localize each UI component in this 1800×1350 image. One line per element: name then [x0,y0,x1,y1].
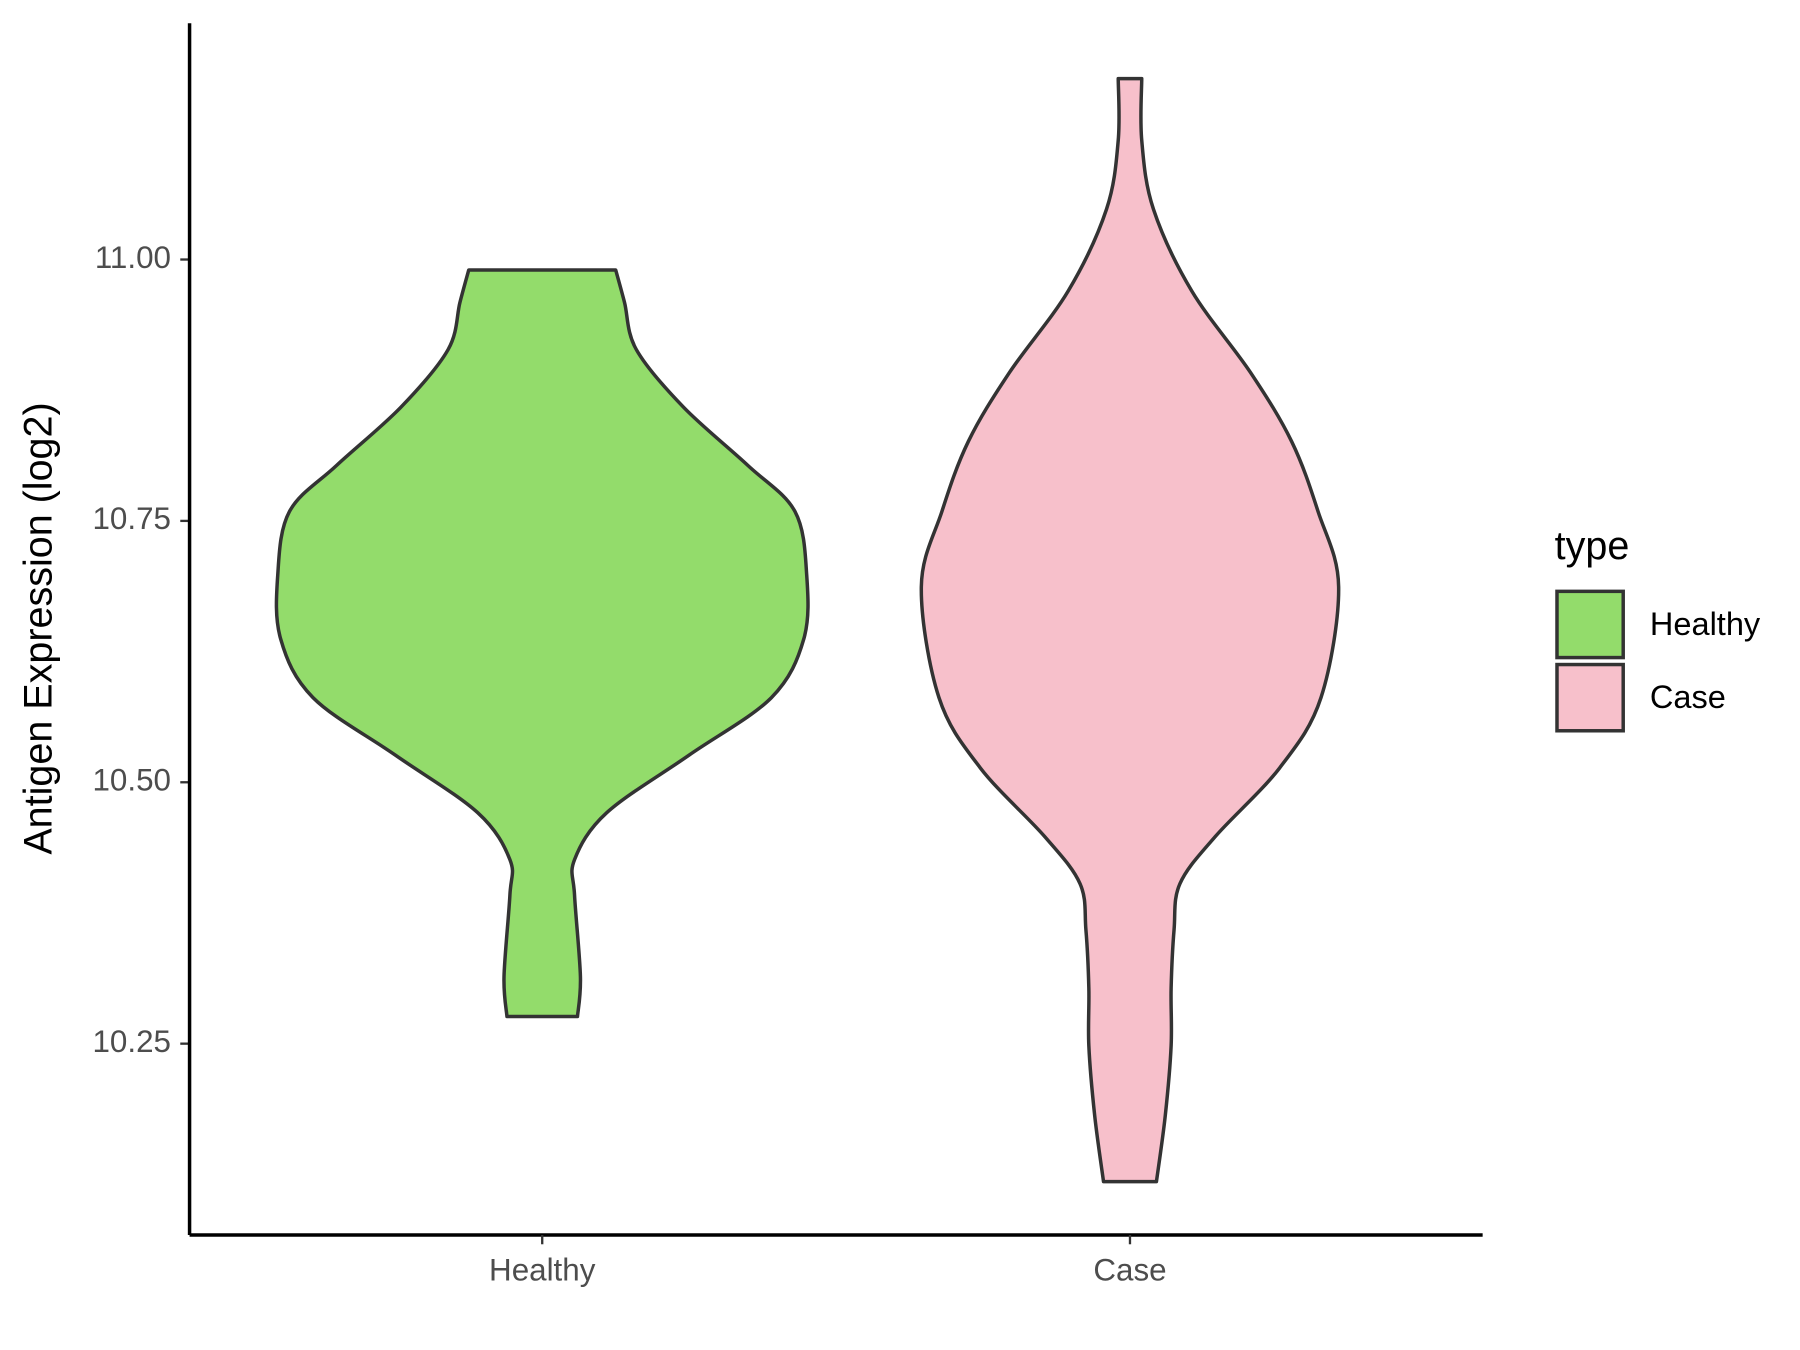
legend-label: Case [1650,679,1726,715]
y-tick-label: 11.00 [95,240,171,275]
y-axis-title: Antigen Expression (log2) [16,402,60,854]
violin [274,268,810,1019]
x-tick-label: Healthy [489,1252,596,1287]
legend-swatch [1555,662,1625,733]
x-tick-label: Case [1093,1252,1166,1287]
legend-label: Healthy [1650,606,1761,642]
legend-title: type [1555,524,1630,568]
legend-swatch [1555,589,1625,660]
y-tick-label: 10.50 [92,763,170,798]
y-tick-label: 10.75 [92,501,170,536]
y-tick-label: 10.25 [92,1024,170,1059]
violin [919,76,1341,1184]
